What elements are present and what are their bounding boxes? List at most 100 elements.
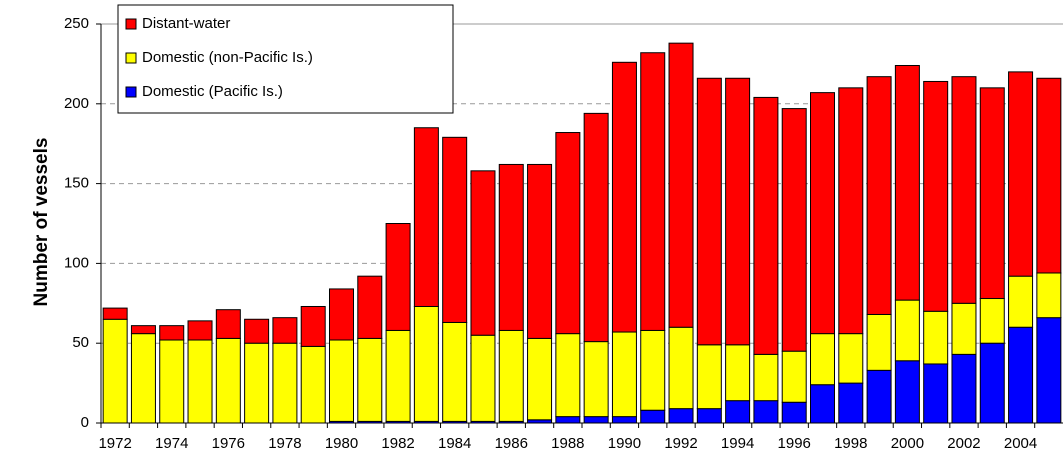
- bar-segment: [300, 305, 326, 347]
- bar-segment: [357, 275, 383, 339]
- bar-segment: [442, 136, 468, 323]
- bar-segment: [668, 408, 694, 424]
- bar-segment: [1008, 326, 1034, 424]
- bar-segment: [810, 92, 835, 335]
- x-tick-label: 1986: [495, 435, 528, 452]
- legend-box: [117, 4, 454, 114]
- bar-segment: [923, 80, 949, 312]
- bar-segment: [583, 341, 609, 418]
- bar-segment: [894, 64, 920, 301]
- x-tick-label: 1980: [325, 435, 358, 452]
- bar-segment: [696, 408, 722, 424]
- bar-segment: [470, 334, 496, 422]
- x-tick-label: 1988: [551, 435, 584, 452]
- bar-segment: [272, 317, 298, 344]
- bar-segment: [1036, 317, 1062, 424]
- bar-segment: [810, 384, 835, 424]
- bar-segment: [810, 333, 835, 386]
- bar-segment: [1036, 272, 1062, 319]
- bar-segment: [781, 401, 807, 424]
- bar-segment: [583, 112, 609, 343]
- bar-segment: [413, 305, 439, 422]
- bar-segment: [159, 339, 185, 424]
- bar-segment: [159, 325, 185, 341]
- bar-segment: [894, 299, 920, 362]
- bar-segment: [555, 132, 581, 335]
- bar-segment: [838, 382, 864, 424]
- bar-segment: [979, 342, 1005, 424]
- bar-segment: [781, 350, 807, 403]
- bar-segment: [753, 400, 779, 424]
- y-tick-label: 0: [81, 414, 89, 431]
- bar-segment: [244, 318, 270, 344]
- y-axis-title: Number of vessels: [31, 138, 52, 307]
- bar-segment: [385, 329, 411, 422]
- bar-segment: [413, 127, 439, 307]
- bar-segment: [215, 337, 241, 424]
- y-tick-label: 250: [64, 15, 89, 32]
- bar-segment: [725, 77, 751, 346]
- x-tick-label: 1990: [608, 435, 641, 452]
- bar-segment: [781, 108, 807, 352]
- bar-segment: [442, 321, 468, 422]
- legend-label: Domestic (Pacific Is.): [142, 83, 283, 100]
- bar-segment: [668, 42, 694, 328]
- bar-segment: [1008, 71, 1034, 277]
- bar-segment: [668, 326, 694, 410]
- bar-segment: [555, 333, 581, 418]
- bar-segment: [130, 325, 156, 335]
- bar-segment: [696, 344, 722, 410]
- bar-segment: [838, 333, 864, 384]
- legend-label: Domestic (non-Pacific Is.): [142, 49, 313, 66]
- bar-segment: [611, 331, 637, 418]
- bar-segment: [640, 329, 666, 411]
- bar-segment: [272, 342, 298, 424]
- x-tick-label: 1978: [268, 435, 301, 452]
- bar-segment: [611, 416, 637, 424]
- bar-segment: [923, 310, 949, 365]
- bar-segment: [640, 409, 666, 424]
- legend-swatch: [125, 18, 137, 30]
- bar-segment: [555, 416, 581, 424]
- x-tick-label: 1996: [778, 435, 811, 452]
- legend: Distant-water Domestic (non-Pacific Is.) D…: [117, 4, 454, 114]
- bar-segment: [244, 342, 270, 424]
- bar-segment: [187, 339, 213, 424]
- y-tick-label: 150: [64, 175, 89, 192]
- bar-segment: [979, 298, 1005, 344]
- bar-segment: [187, 320, 213, 341]
- bar-segment: [329, 339, 354, 422]
- y-tick-label: 100: [64, 254, 89, 271]
- bar-segment: [640, 52, 666, 331]
- legend-swatch: [125, 52, 137, 64]
- bar-segment: [696, 77, 722, 346]
- bar-segment: [300, 345, 326, 424]
- x-tick-label: 1992: [664, 435, 697, 452]
- bar-segment: [102, 318, 128, 424]
- bar-segment: [951, 302, 977, 355]
- legend-swatch: [125, 86, 137, 98]
- x-tick-label: 2002: [947, 435, 980, 452]
- bar-segment: [979, 87, 1005, 300]
- bar-segment: [498, 329, 524, 422]
- x-tick-label: 1994: [721, 435, 754, 452]
- x-tick-label: 1974: [155, 435, 188, 452]
- y-tick-label: 50: [72, 334, 89, 351]
- y-tick-label: 200: [64, 95, 89, 112]
- bar-segment: [753, 96, 779, 355]
- bar-segment: [894, 360, 920, 424]
- bar-segment: [357, 337, 383, 422]
- bar-segment: [923, 363, 949, 424]
- x-tick-label: 1972: [98, 435, 131, 452]
- bar-segment: [838, 87, 864, 335]
- bar-segment: [951, 76, 977, 304]
- bar-segment: [130, 333, 156, 424]
- bar-segment: [470, 170, 496, 336]
- bar-segment: [611, 61, 637, 333]
- bar-segment: [725, 344, 751, 402]
- x-tick-label: 2000: [891, 435, 924, 452]
- legend-label: Distant-water: [142, 15, 230, 32]
- bar-segment: [385, 223, 411, 331]
- x-tick-label: 1982: [381, 435, 414, 452]
- bar-segment: [329, 288, 354, 341]
